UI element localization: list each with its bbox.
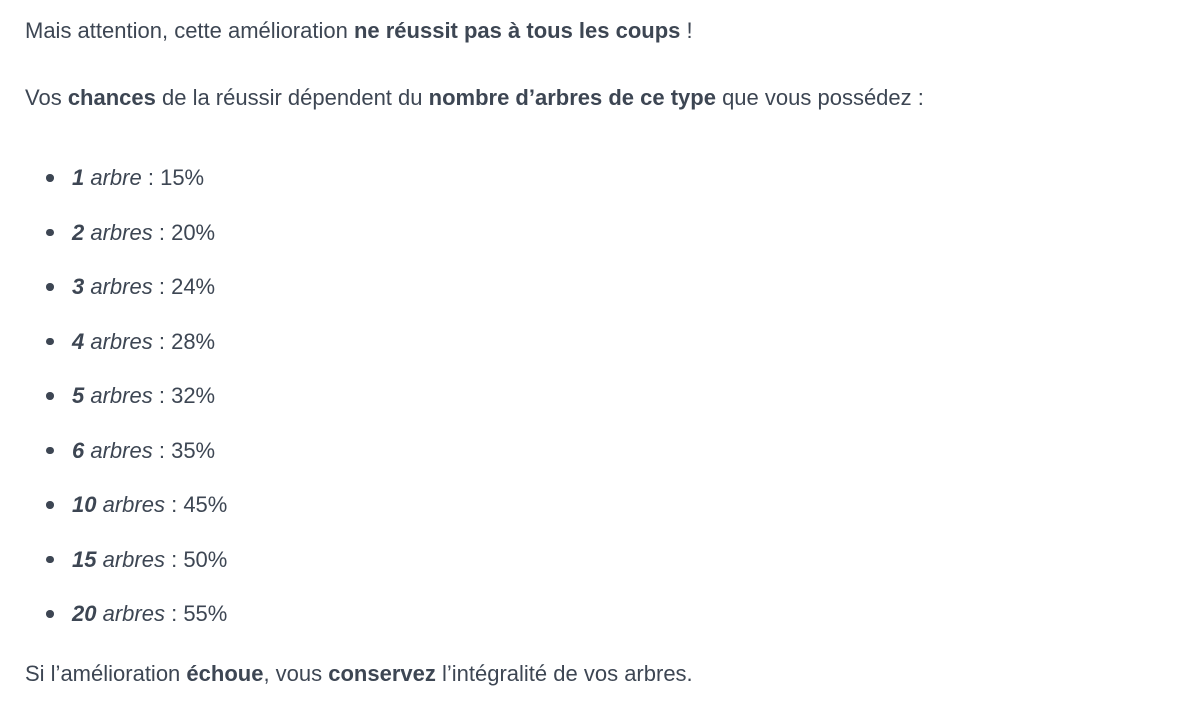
text-segment: Mais attention, cette amélioration: [25, 18, 354, 43]
upgrade-chance-list: 1 arbre : 15% 2 arbres : 20% 3 arbres : …: [25, 162, 1190, 629]
tree-count: 2: [72, 219, 85, 245]
list-item-10-trees: 10 arbres : 45%: [25, 489, 1190, 520]
tree-count: 6: [72, 437, 85, 463]
chance-percent: 50%: [183, 546, 228, 572]
separator: :: [152, 437, 172, 463]
tree-noun: arbres: [102, 492, 165, 517]
chance-percent: 32%: [171, 383, 216, 408]
tree-noun: arbres: [90, 437, 153, 463]
tree-noun: arbres: [90, 328, 153, 354]
article: Mais attention, cette amélioration ne ré…: [25, 15, 1190, 689]
separator: :: [152, 274, 172, 299]
tree-count: 1: [72, 165, 85, 190]
list-item-15-trees: 15 arbres : 50%: [25, 544, 1190, 575]
list-item-1-tree: 1 arbre : 15%: [25, 162, 1190, 193]
chance-percent: 20%: [171, 219, 216, 245]
list-item-3-trees: 3 arbres : 24%: [25, 271, 1190, 302]
separator: :: [164, 546, 184, 572]
separator: :: [164, 601, 184, 626]
tree-noun: arbres: [102, 601, 165, 626]
tree-count: 3: [72, 274, 85, 299]
text-segment: Vos: [25, 85, 68, 110]
chance-percent: 28%: [171, 328, 216, 354]
separator: :: [152, 383, 172, 408]
list-item-2-trees: 2 arbres : 20%: [25, 217, 1190, 248]
paragraph-failure: Si l’amélioration échoue, vous conservez…: [25, 658, 1190, 689]
paragraph-intro: Mais attention, cette amélioration ne ré…: [25, 15, 1190, 46]
chance-percent: 24%: [171, 274, 216, 299]
tree-count: 5: [72, 383, 85, 408]
tree-noun: arbres: [90, 383, 153, 408]
tree-count: 15: [72, 546, 97, 572]
tree-count: 20: [72, 601, 97, 626]
text-segment-bold: nombre d’arbres de ce type: [428, 85, 716, 110]
list-item-4-trees: 4 arbres : 28%: [25, 326, 1190, 357]
text-segment-bold: chances: [67, 85, 156, 110]
text-segment: !: [680, 18, 693, 43]
text-segment-bold: échoue: [186, 660, 264, 686]
text-segment-bold: conservez: [328, 660, 436, 686]
text-segment-bold: ne réussit pas à tous les coups: [353, 18, 681, 43]
separator: :: [152, 328, 172, 354]
chance-percent: 55%: [183, 601, 228, 626]
tree-count: 10: [72, 492, 97, 517]
list-item-6-trees: 6 arbres : 35%: [25, 435, 1190, 466]
tree-count: 4: [72, 328, 85, 354]
chance-percent: 35%: [171, 437, 216, 463]
chance-percent: 15%: [160, 165, 205, 190]
chance-percent: 45%: [183, 492, 228, 517]
text-segment: Si l’amélioration: [25, 660, 187, 686]
text-segment: l’intégralité de vos arbres.: [435, 660, 693, 686]
separator: :: [141, 165, 161, 190]
separator: :: [164, 492, 184, 517]
tree-noun: arbres: [90, 274, 153, 299]
tree-noun: arbres: [102, 546, 165, 572]
list-item-20-trees: 20 arbres : 55%: [25, 598, 1190, 629]
paragraph-chances: Vos chances de la réussir dépendent du n…: [25, 82, 1190, 113]
tree-noun: arbre: [90, 165, 142, 190]
text-segment: que vous possédez :: [715, 85, 924, 110]
list-item-5-trees: 5 arbres : 32%: [25, 380, 1190, 411]
text-segment: de la réussir dépendent du: [155, 85, 429, 110]
tree-noun: arbres: [90, 219, 153, 245]
text-segment: , vous: [263, 660, 329, 686]
separator: :: [152, 219, 172, 245]
